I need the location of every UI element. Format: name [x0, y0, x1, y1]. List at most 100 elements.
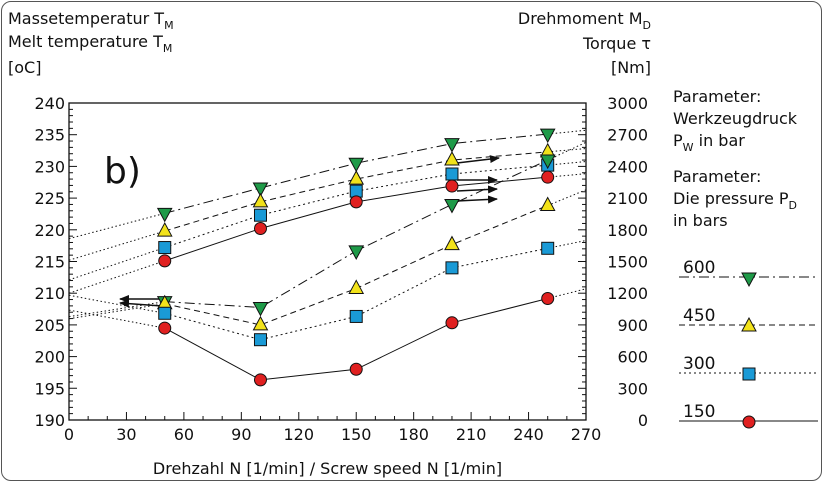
legend-text-de-2: PW in bar [673, 131, 745, 155]
right-tick-label: 3000 [607, 94, 648, 113]
data-point [158, 254, 172, 268]
left-axis-title-en: Melt temperature TM [8, 32, 173, 56]
data-point [445, 261, 459, 275]
legend-label: 450 [683, 306, 715, 326]
data-point [444, 235, 460, 251]
series-extension-line [547, 141, 587, 161]
left-tick-label: 195 [34, 379, 65, 398]
axis-arrow [119, 299, 163, 308]
series-extension-line [547, 173, 587, 178]
series-extension-line [547, 189, 587, 206]
legend-text-en-2: in bars [673, 211, 728, 230]
legend-label: 150 [683, 402, 715, 422]
right-tick-label: 600 [617, 348, 648, 367]
x-tick-label: 270 [571, 425, 602, 444]
data-point [539, 154, 556, 170]
x-tick-label: 60 [174, 425, 194, 444]
right-tick-label: 1200 [607, 284, 648, 303]
data-point [445, 167, 459, 181]
series-extension-line [68, 260, 165, 294]
data-point [252, 192, 269, 208]
legend-marker [742, 415, 756, 429]
series-extension-line [68, 303, 165, 320]
legend-heading-de: Parameter: [673, 87, 762, 106]
x-tick-label: 240 [513, 425, 544, 444]
left-tick-label: 230 [34, 157, 65, 176]
data-point [348, 170, 365, 185]
panel-label: b) [104, 151, 141, 192]
series-extension-line [547, 239, 587, 249]
data-point [348, 157, 365, 173]
data-point [444, 151, 460, 166]
data-point [252, 182, 269, 198]
data-point [349, 309, 363, 323]
x-tick-label: 30 [116, 425, 136, 444]
right-tick-label: 1800 [607, 221, 648, 240]
series-line [164, 205, 548, 326]
axis-arrow [456, 155, 500, 164]
data-point [158, 241, 172, 255]
series-extension-line [547, 288, 587, 299]
data-point [348, 279, 365, 294]
left-tick-label: 240 [34, 94, 65, 113]
left-tick-label: 200 [34, 348, 65, 367]
right-axis-title-de: Drehmoment MD [517, 9, 651, 33]
series-extension-line [68, 212, 165, 240]
data-point [156, 207, 173, 223]
x-tick-label: 0 [64, 425, 74, 444]
left-tick-label: 210 [34, 284, 65, 303]
x-axis-label: Drehzahl N [1/min] / Screw speed N [1/mi… [153, 459, 502, 478]
left-axis-unit: [oC] [8, 58, 42, 77]
data-point [156, 222, 173, 237]
data-point [252, 315, 269, 331]
x-tick-label: 150 [341, 425, 372, 444]
data-point [348, 245, 365, 260]
x-tick-label: 210 [456, 425, 487, 444]
right-tick-label: 300 [617, 379, 648, 398]
data-point [541, 241, 555, 255]
legend-text-en-1: Die pressure PD [673, 189, 798, 213]
data-point [445, 179, 459, 193]
axis-arrow [456, 195, 498, 204]
series-line [164, 133, 548, 214]
data-point [253, 333, 267, 347]
series-extension-line [68, 309, 165, 329]
series-extension-line [68, 230, 165, 261]
data-point [158, 306, 172, 320]
series-extension-line [547, 161, 587, 166]
series-extension-line [547, 129, 587, 135]
data-point [444, 198, 460, 214]
legend-marker [742, 367, 756, 381]
series-extension-line [68, 301, 165, 318]
x-tick-label: 180 [398, 425, 429, 444]
series-extension-line [68, 294, 165, 314]
data-point [158, 321, 172, 335]
legend-label: 300 [683, 354, 715, 374]
left-tick-label: 190 [34, 411, 65, 430]
series-extension-line [547, 148, 587, 153]
data-point [253, 373, 267, 387]
right-tick-label: 2400 [607, 157, 648, 176]
series-extension-line [68, 247, 165, 281]
data-point [445, 316, 459, 330]
legend-marker [741, 272, 757, 288]
right-tick-label: 1500 [607, 253, 648, 272]
data-point [541, 291, 555, 305]
legend-marker [741, 316, 757, 332]
right-tick-label: 2700 [607, 126, 648, 145]
legend-text-de-1: Werkzeugdruck [673, 109, 798, 128]
axis-arrow [456, 185, 498, 194]
data-point [349, 362, 363, 376]
data-point [252, 301, 269, 317]
right-axis-unit: [Nm] [610, 58, 651, 77]
right-tick-label: 0 [638, 411, 648, 430]
data-point [253, 222, 267, 236]
legend-heading-en: Parameter: [673, 167, 762, 186]
data-point [539, 196, 556, 211]
data-point [444, 138, 460, 153]
series-line [164, 247, 548, 341]
data-point [349, 184, 363, 198]
data-point [541, 170, 555, 184]
left-tick-label: 215 [34, 253, 65, 272]
